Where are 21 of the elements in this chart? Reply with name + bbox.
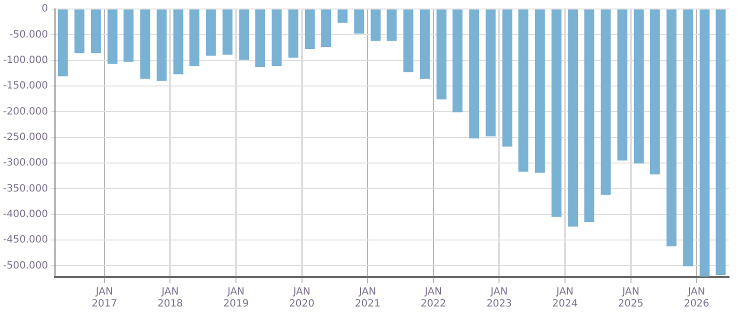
y-tick-label: -50.000 xyxy=(9,29,48,40)
y-tick-label: -100.000 xyxy=(2,54,48,66)
y-tick-label: 0 xyxy=(42,4,48,15)
y-tick-label: -200.000 xyxy=(2,106,48,118)
x-tick-label: JAN 2026 xyxy=(684,286,710,310)
x-tick-label: JAN 2020 xyxy=(289,286,315,310)
x-tick-label: JAN 2023 xyxy=(486,286,512,310)
y-tick-label: -150.000 xyxy=(2,80,48,92)
x-tick-label: JAN 2021 xyxy=(354,286,380,310)
x-tick-label: JAN 2025 xyxy=(618,286,644,310)
y-tick-label: -500.000 xyxy=(2,260,48,272)
x-tick-label: JAN 2018 xyxy=(157,286,183,310)
y-tick-label: -400.000 xyxy=(2,208,48,220)
y-tick-label: -250.000 xyxy=(2,132,48,143)
x-tick-label: JAN 2022 xyxy=(420,286,446,310)
y-tick-label: -450.000 xyxy=(2,234,48,246)
x-tick-label: JAN 2017 xyxy=(92,286,118,310)
y-tick-label: -300.000 xyxy=(2,158,48,169)
x-tick-label: JAN 2024 xyxy=(552,286,578,310)
y-tick-label: -350.000 xyxy=(2,183,48,194)
x-tick-label: JAN 2019 xyxy=(223,286,249,310)
